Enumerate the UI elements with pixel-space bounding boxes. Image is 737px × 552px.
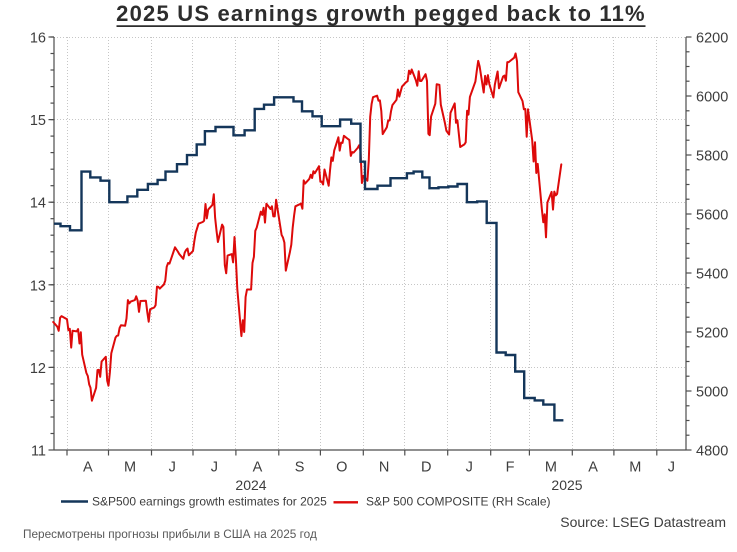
svg-text:16: 16: [30, 31, 46, 47]
svg-text:11: 11: [31, 444, 46, 460]
svg-text:Source: LSEG Datastream: Source: LSEG Datastream: [560, 514, 726, 530]
svg-text:2024: 2024: [235, 477, 266, 493]
svg-text:O: O: [336, 460, 347, 476]
svg-text:A: A: [588, 460, 598, 476]
svg-text:M: M: [545, 460, 557, 476]
svg-text:6000: 6000: [696, 90, 728, 106]
svg-text:6200: 6200: [696, 31, 728, 47]
svg-text:S&P 500 COMPOSITE (RH Scale): S&P 500 COMPOSITE (RH Scale): [366, 495, 551, 509]
svg-text:S&P500 earnings growth estimat: S&P500 earnings growth estimates for 202…: [92, 495, 327, 509]
svg-text:F: F: [506, 460, 515, 476]
svg-text:5000: 5000: [696, 385, 728, 401]
svg-text:4800: 4800: [696, 444, 728, 460]
svg-text:J: J: [169, 460, 176, 476]
svg-text:14: 14: [30, 196, 46, 212]
svg-text:Пересмотрены прогнозы прибыли: Пересмотрены прогнозы прибыли в США на 2…: [23, 527, 317, 541]
svg-text:M: M: [124, 460, 136, 476]
svg-text:A: A: [83, 460, 93, 476]
svg-text:J: J: [211, 460, 218, 476]
svg-text:15: 15: [30, 113, 46, 129]
svg-text:2025 US earnings growth pegged: 2025 US earnings growth pegged back to 1…: [116, 1, 646, 26]
svg-text:2025: 2025: [551, 477, 582, 493]
svg-text:5600: 5600: [696, 208, 728, 224]
svg-text:5400: 5400: [696, 267, 728, 283]
svg-text:D: D: [421, 460, 431, 476]
svg-text:5800: 5800: [696, 149, 728, 165]
svg-text:M: M: [629, 460, 641, 476]
svg-text:5200: 5200: [696, 326, 728, 342]
svg-text:N: N: [379, 460, 389, 476]
svg-text:12: 12: [30, 361, 46, 377]
svg-text:J: J: [466, 460, 473, 476]
svg-text:13: 13: [30, 278, 46, 294]
svg-text:S: S: [295, 460, 305, 476]
svg-text:A: A: [253, 460, 263, 476]
svg-text:J: J: [668, 460, 675, 476]
